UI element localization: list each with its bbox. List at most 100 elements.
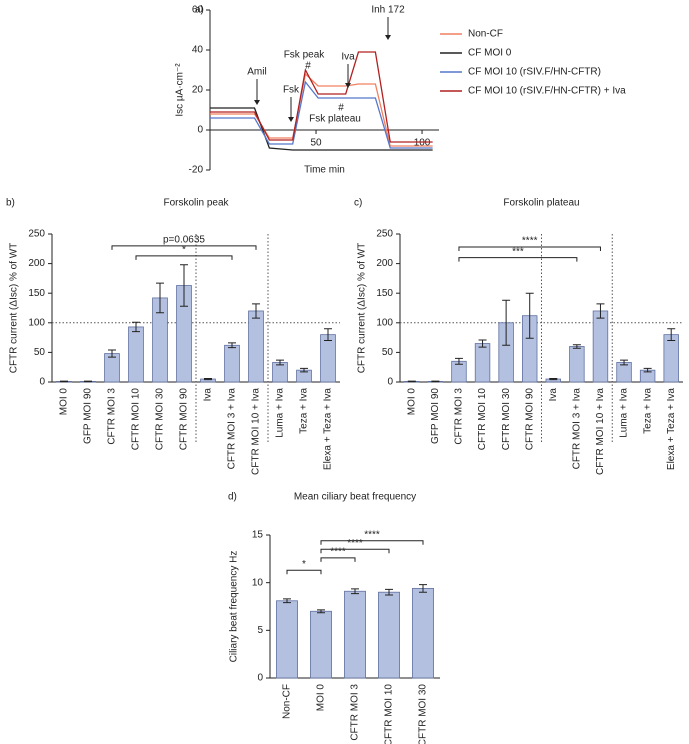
error-bar [643, 367, 652, 373]
y-tick-label: 100 [28, 317, 45, 328]
x-tick-label: CFTR MOI 90 [524, 388, 535, 451]
legend-label: Non-CF [468, 29, 503, 40]
significance-bracket [458, 257, 578, 262]
annotation: # [338, 103, 344, 114]
arrow-head [345, 83, 351, 88]
bar [592, 310, 609, 383]
panel-label: a) [195, 5, 204, 16]
y-axis-label: CFTR current (ΔIsc) % of WT [357, 243, 368, 374]
y-tick-label: 60 [192, 5, 204, 16]
x-tick-label: MOI 0 [406, 388, 417, 416]
error-bar [180, 264, 188, 307]
x-tick-label: CFTR MOI 10 + Iva [251, 388, 262, 475]
x-tick-label: CFTR MOI 30 [155, 388, 166, 451]
error-bar [283, 598, 291, 604]
annotation: Fsk [283, 85, 300, 96]
significance-bracket [135, 255, 233, 260]
annotation: # [305, 61, 311, 72]
x-tick-label: Non-CF [282, 684, 293, 719]
error-bar [478, 339, 487, 348]
significance-label: **** [522, 236, 538, 247]
x-tick-label: Elexa + Teza + Iva [666, 388, 677, 471]
bar [272, 362, 288, 383]
bar [224, 344, 240, 383]
error-bar [228, 342, 236, 349]
bar [412, 587, 434, 679]
significance-label: *** [512, 246, 524, 257]
x-tick-label: GFP MOI 90 [430, 388, 441, 444]
x-tick-label: CFTR MOI 3 + Iva [227, 388, 238, 470]
error-bar [204, 377, 212, 381]
error-bar [419, 584, 427, 593]
chart-title: Forskolin plateau [503, 198, 579, 209]
bar [616, 362, 632, 383]
bar [276, 600, 298, 679]
significance-label: p=0.0635 [163, 234, 205, 245]
significance-label: **** [347, 538, 363, 549]
y-tick-label: 50 [382, 347, 394, 358]
x-axis-label: Time min [304, 165, 345, 176]
x-tick-label: CFTR MOI 10 [131, 388, 142, 451]
x-tick-label: Teza + Iva [642, 388, 653, 434]
series-line [210, 72, 433, 147]
x-tick-label: CFTR MOI 30 [418, 684, 429, 744]
significance-label: **** [330, 547, 346, 558]
legend-label: CF MOI 10 (rSIV.F/HN-CFTR) + Iva [468, 86, 626, 97]
chart-title: Mean ciliary beat frequency [294, 492, 416, 503]
y-tick-label: 40 [192, 45, 204, 56]
x-tick-label: Iva [548, 388, 559, 402]
x-tick-label: CFTR MOI 3 [107, 388, 118, 445]
annotation: Inh 172 [371, 5, 405, 16]
error-bar [549, 377, 558, 381]
annotation: Iva [341, 52, 355, 63]
y-tick-label: 0 [257, 673, 263, 684]
x-tick-label: Luma + Iva [275, 388, 286, 438]
bar [569, 346, 585, 383]
y-tick-label: 0 [387, 377, 393, 388]
y-tick-label: 250 [28, 229, 45, 240]
x-tick-label: GFP MOI 90 [83, 388, 94, 444]
x-tick-label: 100 [414, 138, 431, 149]
annotation: Fsk plateau [309, 114, 361, 125]
y-tick-label: 0 [197, 125, 203, 136]
legend-label: CF MOI 10 (rSIV.F/HN-CFTR) [468, 67, 601, 78]
y-tick-label: 50 [34, 347, 46, 358]
bar [663, 334, 679, 383]
bar [310, 610, 332, 679]
bar [378, 591, 400, 679]
error-bar [596, 303, 605, 319]
x-tick-label: Teza + Iva [299, 388, 310, 434]
x-tick-label: CFTR MOI 3 + Iva [572, 388, 583, 470]
error-bar [502, 299, 511, 346]
annotation: Fsk peak [284, 50, 326, 61]
significance-bracket [286, 569, 322, 575]
y-axis-label: Isc µA·cm⁻² [175, 63, 186, 117]
bar [320, 334, 336, 383]
significance-bracket [111, 245, 257, 250]
x-tick-label: CFTR MOI 30 [501, 388, 512, 451]
x-tick-label: MOI 0 [59, 388, 70, 416]
significance-bracket [320, 540, 424, 545]
y-tick-label: 100 [376, 317, 393, 328]
x-tick-label: CFTR MOI 10 [384, 684, 395, 744]
series-line [210, 51, 433, 143]
x-tick-label: 50 [310, 138, 322, 149]
bar [344, 590, 366, 679]
series-line [210, 80, 433, 149]
x-tick-label: Luma + Iva [619, 388, 630, 438]
significance-bracket [458, 246, 601, 252]
legend-label: CF MOI 0 [468, 48, 512, 59]
y-tick-label: 150 [28, 288, 45, 299]
x-tick-label: CFTR MOI 10 [477, 388, 488, 451]
bar [248, 310, 264, 383]
y-axis-label: CFTR current (ΔIsc) % of WT [9, 243, 20, 374]
y-tick-label: 200 [376, 258, 393, 269]
y-tick-label: 0 [39, 377, 45, 388]
error-bar [132, 321, 140, 333]
arrow-head [288, 117, 294, 122]
y-tick-label: -20 [189, 165, 204, 176]
error-bar [572, 344, 581, 349]
x-tick-label: CFTR MOI 3 [454, 388, 465, 445]
error-bar [108, 349, 116, 358]
